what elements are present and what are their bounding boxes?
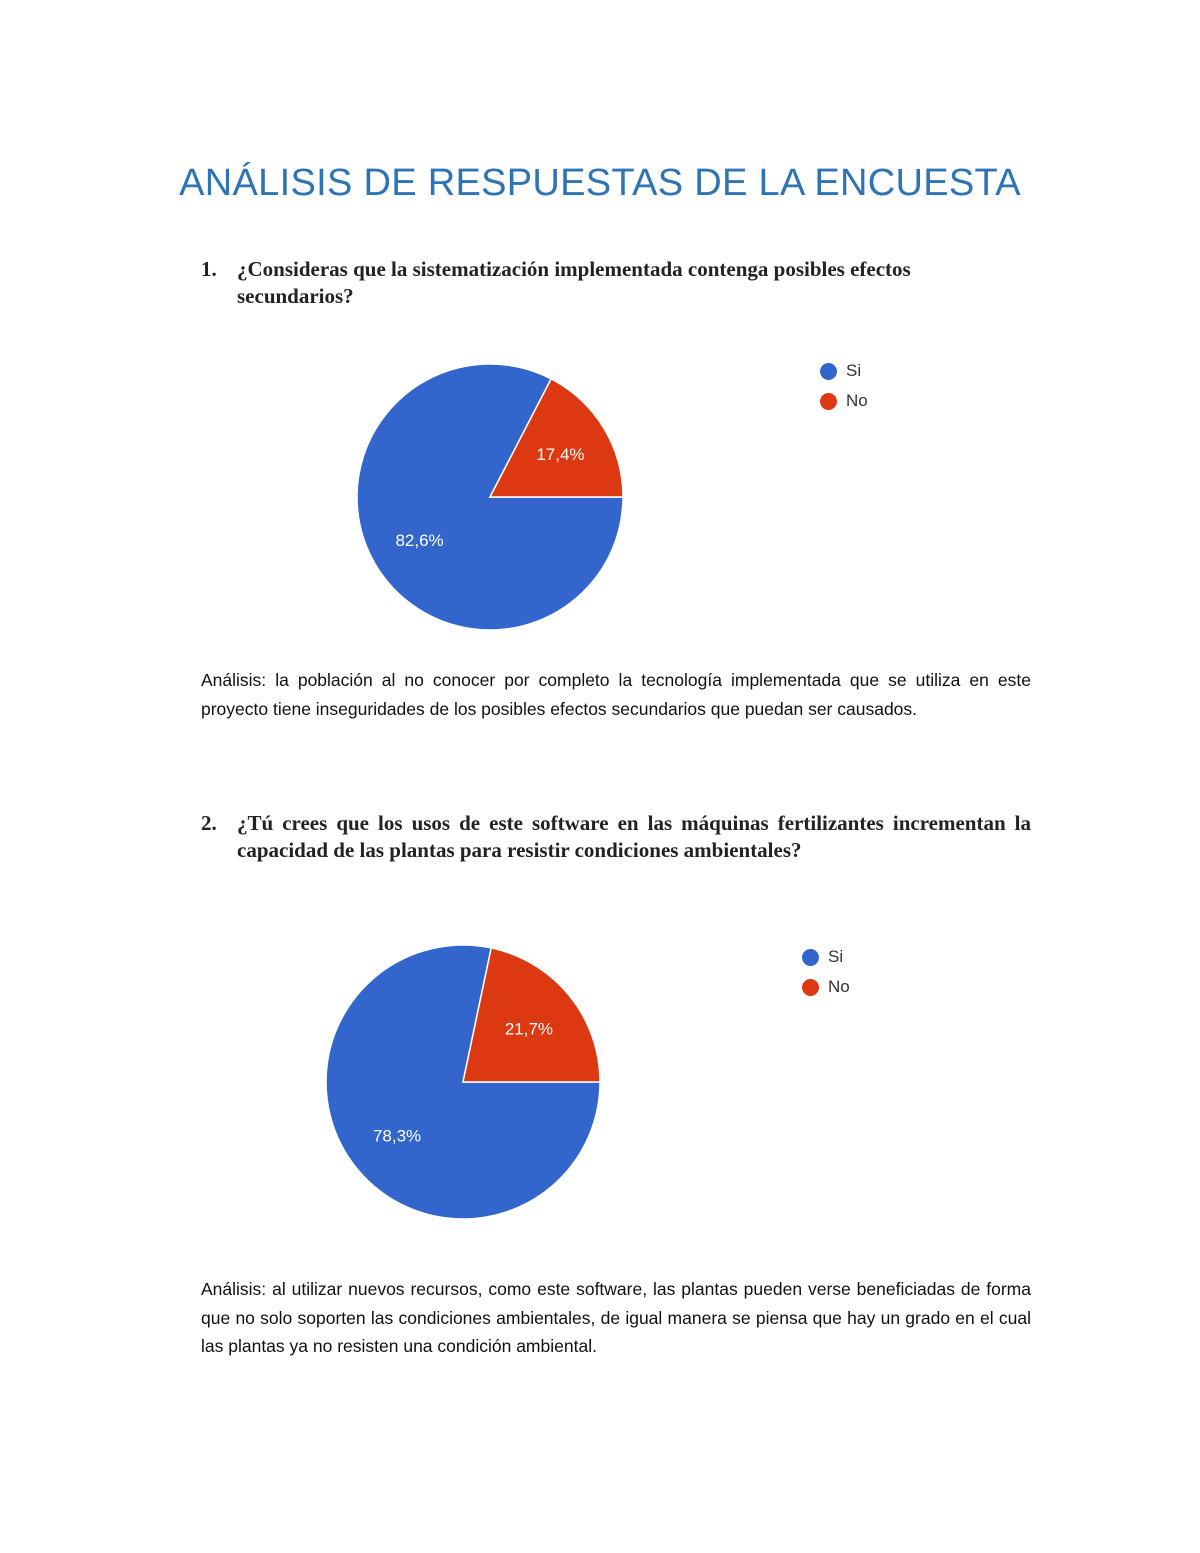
analysis-label: Análisis: [201, 670, 267, 690]
legend-label: No [846, 391, 868, 410]
legend-label: Si [828, 947, 844, 966]
legend-dot-icon [802, 948, 819, 966]
question-1: 1. ¿Consideras que la sistematización im… [201, 256, 1031, 310]
pie-chart-1: 82,6% 17,4% [356, 363, 624, 631]
question-2: 2. ¿Tú crees que los usos de este softwa… [201, 810, 1031, 864]
legend-dot-icon [820, 392, 837, 410]
chart-2-legend: Si No [802, 942, 850, 1002]
analysis-label: Análisis: [201, 1279, 267, 1299]
legend-dot-icon [802, 978, 819, 996]
question-text: ¿Consideras que la sistematización imple… [237, 257, 911, 308]
analysis-1: Análisis: la población al no conocer por… [201, 666, 1031, 723]
pie-data-label: 21,7% [505, 1019, 553, 1038]
page-title: ANÁLISIS DE RESPUESTAS DE LA ENCUESTA [179, 162, 1021, 204]
legend-label: Si [846, 361, 862, 380]
question-text: ¿Tú crees que los usos de este software … [237, 811, 1031, 862]
analysis-text: al utilizar nuevos recursos, como este s… [201, 1279, 1031, 1356]
legend-dot-icon [820, 362, 837, 380]
legend-item-no: No [820, 386, 868, 416]
analysis-2: Análisis: al utilizar nuevos recursos, c… [201, 1275, 1031, 1361]
legend-item-no: No [802, 972, 850, 1002]
pie-slice-no [462, 947, 601, 1083]
pie-slice-no [488, 377, 624, 498]
chart-1-legend: Si No [820, 356, 868, 416]
analysis-text: la población al no conocer por completo … [201, 670, 1031, 719]
pie-data-label: 82,6% [395, 531, 443, 550]
question-number: 2. [201, 811, 217, 835]
pie-data-label: 17,4% [536, 445, 584, 464]
legend-item-si: Si [820, 356, 868, 386]
legend-label: No [828, 977, 850, 996]
legend-item-si: Si [802, 942, 850, 972]
pie-data-label: 78,3% [373, 1127, 421, 1146]
question-number: 1. [201, 257, 217, 281]
pie-slice-si [325, 944, 601, 1220]
pie-chart-2: 78,3% 21,7% [325, 944, 601, 1220]
